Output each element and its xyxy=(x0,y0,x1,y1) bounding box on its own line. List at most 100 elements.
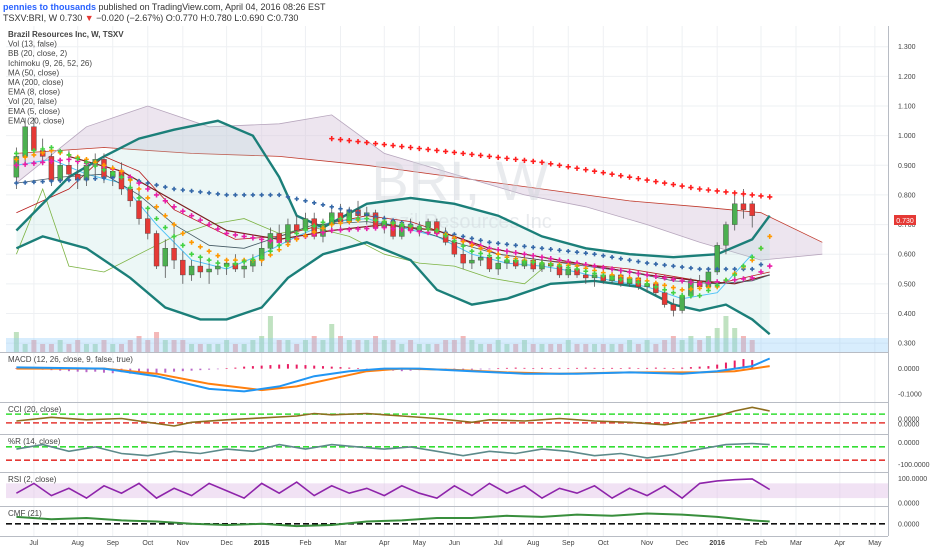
volume-bar xyxy=(609,344,615,352)
magenta-cross xyxy=(591,263,598,269)
candle-body[interactable] xyxy=(188,265,195,276)
time-tick-label: Jun xyxy=(449,540,460,547)
rsi-label: RSI (2, close) xyxy=(8,475,57,484)
magenta-cross xyxy=(644,272,650,278)
green-cross xyxy=(662,287,668,293)
orange-cross xyxy=(329,222,335,227)
orange-cross xyxy=(320,225,326,231)
candle-body[interactable] xyxy=(670,304,677,311)
green-cross xyxy=(355,216,361,222)
candle-body[interactable] xyxy=(495,262,501,270)
blue-cross xyxy=(636,259,641,264)
green-cross xyxy=(670,290,676,296)
macd-hist-bar xyxy=(593,367,596,369)
volume-bar xyxy=(451,340,457,352)
green-cross xyxy=(408,223,413,229)
magenta-cross xyxy=(57,157,63,163)
green-cross xyxy=(224,263,230,269)
candle-body[interactable] xyxy=(180,259,186,276)
magenta-cross xyxy=(188,213,195,219)
green-cross xyxy=(548,262,554,267)
candle-body[interactable] xyxy=(740,203,747,210)
blue-cross xyxy=(487,240,492,245)
candle-body[interactable] xyxy=(714,245,720,273)
red-cross xyxy=(364,139,370,146)
red-cross xyxy=(355,138,361,145)
blue-cross xyxy=(268,192,273,198)
volume-bar xyxy=(723,316,729,352)
candle-body[interactable] xyxy=(460,253,466,264)
candle-body[interactable] xyxy=(136,200,142,219)
red-cross xyxy=(504,155,510,161)
time-tick-label: Aug xyxy=(71,540,84,547)
magenta-cross xyxy=(635,270,641,277)
macd-tick-label: -0.1000 xyxy=(898,391,922,398)
magenta-cross xyxy=(267,238,274,244)
wr-tick-label: -100.0000 xyxy=(898,462,930,469)
macd-hist-bar xyxy=(190,368,193,371)
candle-body[interactable] xyxy=(732,203,738,225)
stock-chart[interactable]: BRI, W Brazil Resources Inc MACD (12, 26… xyxy=(0,24,932,550)
blue-cross xyxy=(355,210,361,215)
watermark-ticker: BRI, W xyxy=(371,149,548,212)
candle-body[interactable] xyxy=(162,248,169,267)
candle-body[interactable] xyxy=(171,248,177,261)
green-cross xyxy=(399,222,405,227)
candle-body[interactable] xyxy=(197,265,204,273)
candle-body[interactable] xyxy=(583,274,589,279)
magenta-cross xyxy=(609,266,615,272)
blue-cross xyxy=(259,192,264,198)
candle-body[interactable] xyxy=(294,224,300,231)
candle-body[interactable] xyxy=(127,188,133,202)
candle-body[interactable] xyxy=(57,165,63,181)
red-cross xyxy=(565,164,571,170)
time-tick-label: Apr xyxy=(834,540,846,547)
price-tick-label: 0.600 xyxy=(898,252,916,259)
red-cross xyxy=(346,137,352,144)
green-cross xyxy=(92,163,98,169)
candle-body[interactable] xyxy=(661,292,668,305)
macd-hist-bar xyxy=(155,368,158,374)
magenta-cross xyxy=(31,160,37,166)
macd-hist-bar xyxy=(751,360,754,369)
candle-body[interactable] xyxy=(723,224,729,246)
author-link[interactable]: pennies to thousands xyxy=(3,2,97,12)
candle-body[interactable] xyxy=(241,265,247,270)
candle-body[interactable] xyxy=(145,218,151,234)
magenta-cross xyxy=(346,226,352,233)
candle-body[interactable] xyxy=(206,268,212,273)
time-tick-label: Mar xyxy=(334,540,347,547)
time-tick-label: Mar xyxy=(790,540,803,547)
candle-body[interactable] xyxy=(469,259,475,264)
orange-cross xyxy=(460,239,466,245)
blue-cross xyxy=(478,238,483,243)
volume-bar xyxy=(92,344,98,352)
candle-body[interactable] xyxy=(66,165,72,175)
macd-hist-bar xyxy=(278,364,281,369)
volume-bar xyxy=(443,340,449,352)
candle-body[interactable] xyxy=(215,265,221,270)
candle-body[interactable] xyxy=(118,171,125,190)
blue-cross xyxy=(609,254,615,260)
volume-bar xyxy=(294,344,300,352)
blue-cross xyxy=(180,187,186,193)
blue-cross xyxy=(697,266,702,272)
red-cross xyxy=(460,150,466,157)
green-cross xyxy=(250,256,256,262)
volume-bar xyxy=(635,344,641,352)
candle-body[interactable] xyxy=(153,233,160,267)
candle-body[interactable] xyxy=(477,256,484,261)
candle-body[interactable] xyxy=(749,203,755,216)
volume-bar xyxy=(57,340,63,352)
red-cross xyxy=(705,187,712,193)
candle-body[interactable] xyxy=(31,126,37,151)
macd-hist-bar xyxy=(234,367,237,369)
green-cross xyxy=(303,227,308,233)
magenta-cross xyxy=(548,256,554,262)
volume-bar xyxy=(162,340,168,352)
candle-body[interactable] xyxy=(486,256,493,270)
macd-line xyxy=(16,357,771,393)
orange-cross xyxy=(127,177,133,183)
candle-body[interactable] xyxy=(451,242,458,255)
magenta-cross xyxy=(600,264,606,271)
